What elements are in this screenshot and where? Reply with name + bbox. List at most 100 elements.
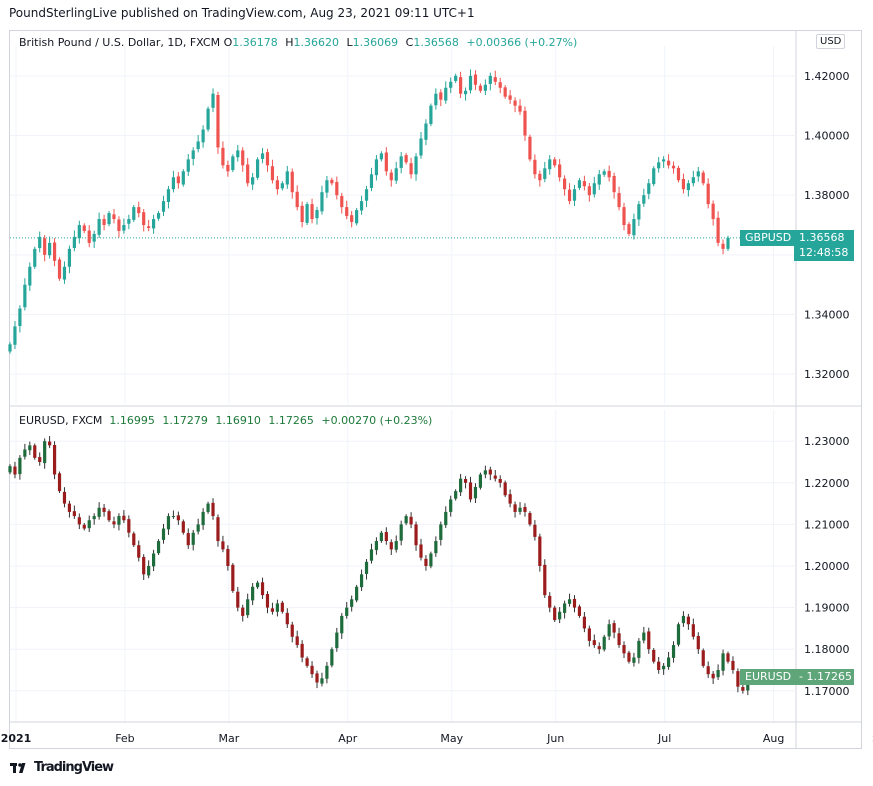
gbp-candle-body xyxy=(62,266,67,280)
gbp-candle-body xyxy=(513,100,517,106)
eur-candle-body xyxy=(736,671,740,687)
eur-candle-body xyxy=(429,553,433,567)
eur-candle-body xyxy=(335,632,339,649)
eur-candle-body xyxy=(132,533,136,546)
eur-candle-body xyxy=(478,474,483,488)
eur-candle-body xyxy=(493,475,497,479)
eur-y-tick-label: 1.21000 xyxy=(804,518,850,531)
gbp-candle-body xyxy=(265,152,270,166)
gbp-candle-body xyxy=(657,162,661,169)
eur-candle-body xyxy=(632,657,636,663)
gbp-candle-body xyxy=(48,242,52,256)
gbp-candle-body xyxy=(13,326,17,345)
eur-symbol: EURUSD, FXCM xyxy=(19,414,103,427)
gbp-candle-body xyxy=(117,219,121,231)
gbp-candle-body xyxy=(498,82,502,88)
gbp-candle-body xyxy=(419,138,423,156)
eur-candle-body xyxy=(721,653,725,671)
eur-candle-body xyxy=(355,586,359,601)
gbp-candle-body xyxy=(355,210,359,224)
gbp-candle-body xyxy=(686,183,690,191)
gbp-candle-body xyxy=(206,108,210,130)
eur-low: 1.16910 xyxy=(215,414,261,427)
gbp-candle-body xyxy=(627,224,631,234)
gbp-candle-body xyxy=(82,225,86,231)
eur-candle-body xyxy=(226,548,230,566)
eur-candle-body xyxy=(181,521,185,533)
gbp-candle-body xyxy=(57,259,62,279)
eur-candle-body xyxy=(147,566,151,576)
gbp-candle-body xyxy=(637,204,641,220)
gbp-candle-body xyxy=(161,201,166,212)
x-tick-label: May xyxy=(440,732,463,745)
eur-candle-body xyxy=(8,466,12,473)
gbp-symbol-tag: GBPUSD xyxy=(740,230,798,246)
gbp-candle-body xyxy=(404,155,408,163)
gbp-o-label: O xyxy=(223,36,233,49)
eur-candle-body xyxy=(300,643,304,658)
eur-candle-body xyxy=(265,593,270,608)
gbp-l-label: L xyxy=(346,36,353,49)
x-tick-label: Aug xyxy=(763,732,784,745)
gbp-candle-body xyxy=(186,159,190,172)
gbp-candle-body xyxy=(597,174,601,185)
currency-scale-button[interactable]: USD xyxy=(816,34,846,49)
eur-candle-body xyxy=(597,646,601,650)
eur-candle-body xyxy=(191,532,195,545)
eur-candle-body xyxy=(439,524,443,540)
eur-candle-body xyxy=(156,541,161,554)
gbp-candle-body xyxy=(711,203,715,220)
gbp-h-label: H xyxy=(285,36,294,49)
eur-candle-body xyxy=(315,673,319,683)
eur-candle-body xyxy=(23,449,27,457)
gbp-candle-body xyxy=(666,160,671,166)
gbp-candle-body xyxy=(647,183,651,194)
gbp-candle-body xyxy=(330,179,334,184)
gbp-candle-body xyxy=(97,219,101,235)
gbp-countdown-tag: 12:48:58 xyxy=(794,245,854,261)
gbp-candle-body xyxy=(92,233,96,242)
gbp-candle-body xyxy=(434,93,438,106)
eur-candle-body xyxy=(468,482,473,500)
gbp-candle-body xyxy=(518,105,522,112)
gbp-low: 1.36069 xyxy=(352,36,399,49)
eur-candle-body xyxy=(384,531,388,542)
gbp-y-tick-label: 1.40000 xyxy=(804,130,850,143)
gbp-candle-body xyxy=(300,205,304,223)
gbp-candle-body xyxy=(533,159,537,175)
gbp-candle-body xyxy=(156,213,161,219)
gbp-legend: British Pound / U.S. Dollar, 1D, FXCM O1… xyxy=(19,36,577,49)
gbp-candle-body xyxy=(315,210,319,219)
eur-candle-body xyxy=(290,624,294,637)
eur-y-tick-label: 1.22000 xyxy=(804,477,850,490)
eur-candle-body xyxy=(340,615,344,634)
eur-candle-body xyxy=(389,542,393,550)
eur-candle-body xyxy=(102,507,106,512)
gbp-candle-body xyxy=(567,189,572,202)
eur-candle-body xyxy=(686,616,690,625)
gbp-c-label: C xyxy=(405,36,414,49)
gbp-candle-body xyxy=(255,159,260,178)
eur-candle-body xyxy=(652,649,656,662)
gbp-candle-body xyxy=(132,207,136,220)
gbp-candle-body xyxy=(364,189,369,201)
gbp-candle-body xyxy=(350,215,354,223)
eur-candle-body xyxy=(671,645,676,658)
eur-candle-body xyxy=(523,507,527,512)
eur-candle-body xyxy=(57,473,62,492)
gbp-candle-body xyxy=(295,191,299,208)
footer[interactable]: TradingView xyxy=(10,760,114,775)
gbp-candle-body xyxy=(562,178,567,190)
eur-candle-body xyxy=(696,635,700,650)
gbp-candle-body xyxy=(191,150,195,159)
x-tick-label: Jul xyxy=(657,732,671,745)
gbp-candle-body xyxy=(23,284,27,308)
gbp-candle-body xyxy=(171,177,176,190)
gbp-candle-body xyxy=(439,92,443,100)
eur-candle-body xyxy=(369,549,374,561)
eur-change: +0.00270 (+0.23%) xyxy=(321,414,433,427)
gbp-candle-body xyxy=(359,201,364,211)
eur-close: 1.17265 xyxy=(268,414,314,427)
gbp-candle-body xyxy=(463,90,468,95)
